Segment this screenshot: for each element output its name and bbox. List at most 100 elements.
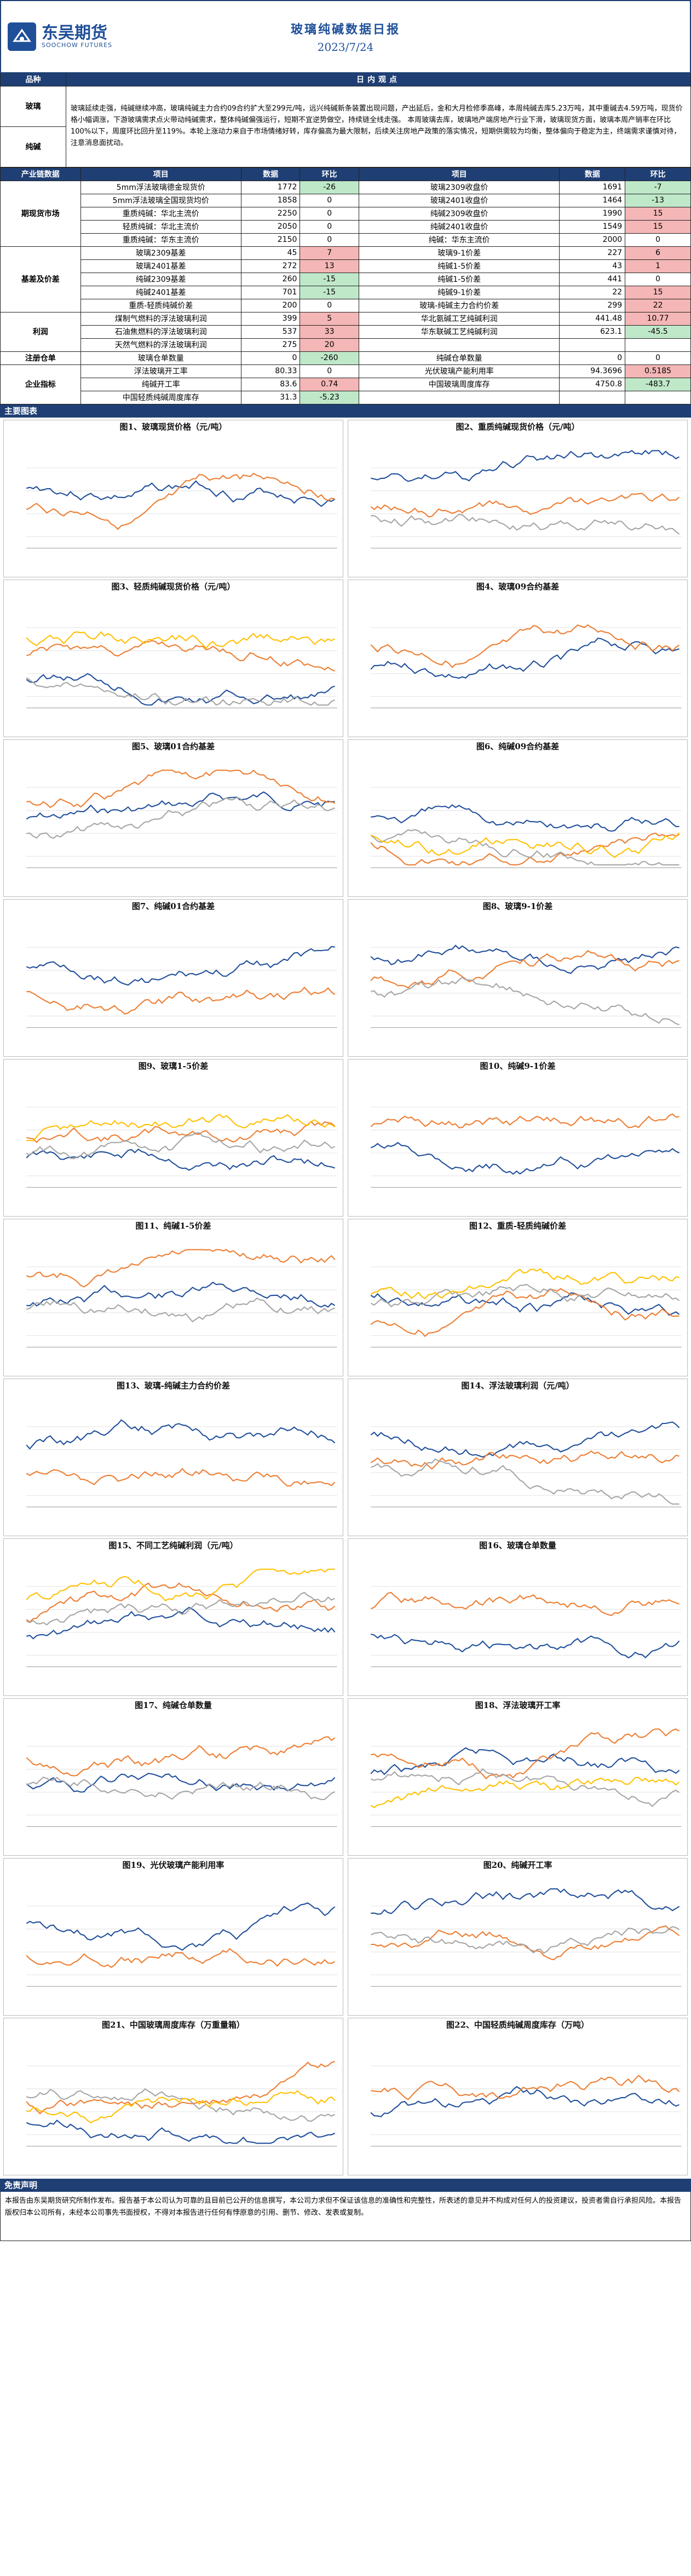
series-line [26, 1772, 336, 1793]
charts-grid: 图1、玻璃现货价格（元/吨） 图2、重质纯碱现货价格（元/吨） 图3、轻质纯碱现货价… [0, 418, 691, 2175]
chart-graphic [26, 1735, 337, 1827]
chart-plot [348, 1712, 687, 1855]
item-label: 纯碱仓单数量 [358, 351, 560, 365]
chart-panel: 图2、重质纯碱现货价格（元/吨） [348, 419, 688, 577]
chart-panel: 图3、轻质纯碱现货价格（元/吨） [3, 579, 343, 737]
item-value: 83.6 [240, 377, 301, 391]
series-line [26, 2060, 335, 2115]
chart-graphic [370, 1266, 682, 1347]
item-change: 5 [300, 311, 359, 326]
overview-row: 纯碱 [0, 126, 691, 167]
series-line [371, 449, 680, 482]
series-line [370, 1776, 680, 1808]
chart-graphic [370, 1585, 682, 1667]
chart-panel: 图11、纯碱1-5价差 [3, 1218, 343, 1376]
chart-graphic [370, 624, 682, 708]
item-label: 煤制气燃料的浮法玻璃利润 [80, 311, 241, 326]
series-line [26, 2089, 336, 2123]
industry-table: 产业链数据 项目 数据 环比 项目 数据 环比 期现货市场 5mm浮法玻璃德金现货… [0, 167, 691, 404]
item-label: 玻璃2309基差 [80, 246, 241, 260]
item-label: 纯碱开工率 [80, 377, 241, 391]
item-value: 94.3696 [559, 364, 626, 378]
chart-plot [348, 593, 687, 737]
item-change: 0 [300, 206, 359, 221]
chart-plot [4, 1872, 343, 2015]
overview-variety: 纯碱 [0, 126, 66, 167]
chart-graphic [26, 627, 337, 708]
chart-panel: 图9、玻璃1-5价差 [3, 1058, 343, 1217]
chart-row: 图7、纯碱01合约基差 图8、玻璃9-1价差 [3, 899, 688, 1057]
series-line [26, 1776, 336, 1800]
item-value: 623.1 [559, 325, 626, 339]
series-line [26, 1568, 335, 1601]
item-value: 2050 [240, 219, 301, 234]
item-change: 13 [300, 259, 359, 273]
item-change [625, 338, 691, 352]
chart-panel: 图18、浮法玻璃开工率 [348, 1698, 688, 1856]
series-line [370, 1267, 680, 1299]
item-change: 0 [300, 364, 359, 378]
series-line [370, 1768, 680, 1807]
item-change: 0 [300, 233, 359, 247]
chart-title: 图8、玻璃9-1价差 [482, 901, 553, 911]
chart-graphic [370, 944, 682, 1028]
chart-graphic [26, 1902, 337, 1987]
series-line [370, 944, 680, 974]
item-label: 石油焦燃料的浮法玻璃利润 [80, 325, 241, 339]
series-line [370, 637, 680, 679]
series-line [371, 1888, 680, 1915]
item-label: 纯碱2309基差 [80, 272, 241, 286]
item-change: -15 [300, 285, 359, 299]
item-label: 天然气燃料的浮法玻璃利润 [80, 338, 241, 352]
item-change: 0 [625, 351, 691, 365]
chart-panel: 图13、玻璃-纯碱主力合约价差 [3, 1378, 343, 1536]
chart-plot [4, 2031, 343, 2175]
chart-row: 图9、玻璃1-5价差 图10、纯碱9-1价差 [3, 1058, 688, 1217]
chart-row: 图19、光伏玻璃产能利用率 图20、纯碱开工率 [3, 1857, 688, 2016]
series-line [371, 976, 680, 1025]
industry-row: 纯碱2401基差 701 -15 纯碱9-1价差 22 15 [1, 285, 691, 299]
chart-title: 图1、玻璃现货价格（元/吨） [119, 421, 227, 432]
chart-graphic [26, 946, 337, 1028]
item-change: 22 [625, 298, 691, 312]
report-title-block: 玻璃纯碱数据日报 2023/7/24 [130, 1, 561, 72]
chart-title: 图20、纯碱开工率 [483, 1860, 552, 1870]
chart-panel: 图4、玻璃09合约基差 [348, 579, 688, 737]
industry-category: 期现货市场 [0, 180, 81, 247]
overview-row: 玻璃 玻璃延续走强，纯碱继续冲高，玻璃纯碱主力合约09合约扩大至299元/吨，远… [0, 85, 691, 167]
chart-title: 图10、纯碱9-1价差 [480, 1061, 556, 1071]
chart-plot [348, 1552, 687, 1695]
chart-graphic [26, 1568, 337, 1667]
series-line [370, 950, 680, 988]
chart-graphic [26, 1248, 337, 1347]
series-line [370, 2086, 680, 2117]
chart-panel: 图7、纯碱01合约基差 [3, 899, 343, 1057]
chart-panel: 图14、浮法玻璃利润（元/吨） [348, 1378, 688, 1536]
industry-row: 玻璃2401基差 272 13 纯碱1-5价差 43 1 [1, 259, 691, 273]
chart-graphic [370, 1106, 682, 1188]
series-line [370, 1287, 680, 1337]
chart-plot [348, 913, 687, 1056]
col-change-2: 环比 [625, 167, 691, 181]
series-line [26, 640, 335, 672]
item-change [625, 390, 691, 404]
item-value: 2150 [240, 233, 301, 247]
series-line [26, 677, 335, 706]
brand-logo: 东吴期货 SOOCHOW FUTURES [1, 1, 130, 72]
chart-panel: 图21、中国玻璃周度库存（万重量箱） [3, 2017, 343, 2175]
item-label: 重质纯碱：华北主流价 [80, 206, 241, 221]
series-line [26, 472, 335, 530]
series-line [370, 1450, 680, 1469]
chart-row: 图1、玻璃现货价格（元/吨） 图2、重质纯碱现货价格（元/吨） [3, 419, 688, 577]
chart-graphic [370, 2065, 682, 2146]
chart-row: 图21、中国玻璃周度库存（万重量箱） 图22、中国轻质纯碱周度库存（万吨） [3, 2017, 688, 2175]
series-line [26, 1248, 336, 1288]
item-label: 玻璃-纯碱主力合约价差 [358, 298, 560, 312]
item-change: 0 [300, 298, 359, 312]
item-value: 1772 [240, 180, 301, 194]
brand-name: 东吴期货 [42, 24, 107, 43]
item-label: 浮法玻璃开工率 [80, 364, 241, 378]
chart-panel: 图12、重质-轻质纯碱价差 [348, 1218, 688, 1376]
item-label: 纯碱2401收盘价 [358, 219, 560, 234]
industry-category: 基差及价差 [0, 246, 81, 312]
